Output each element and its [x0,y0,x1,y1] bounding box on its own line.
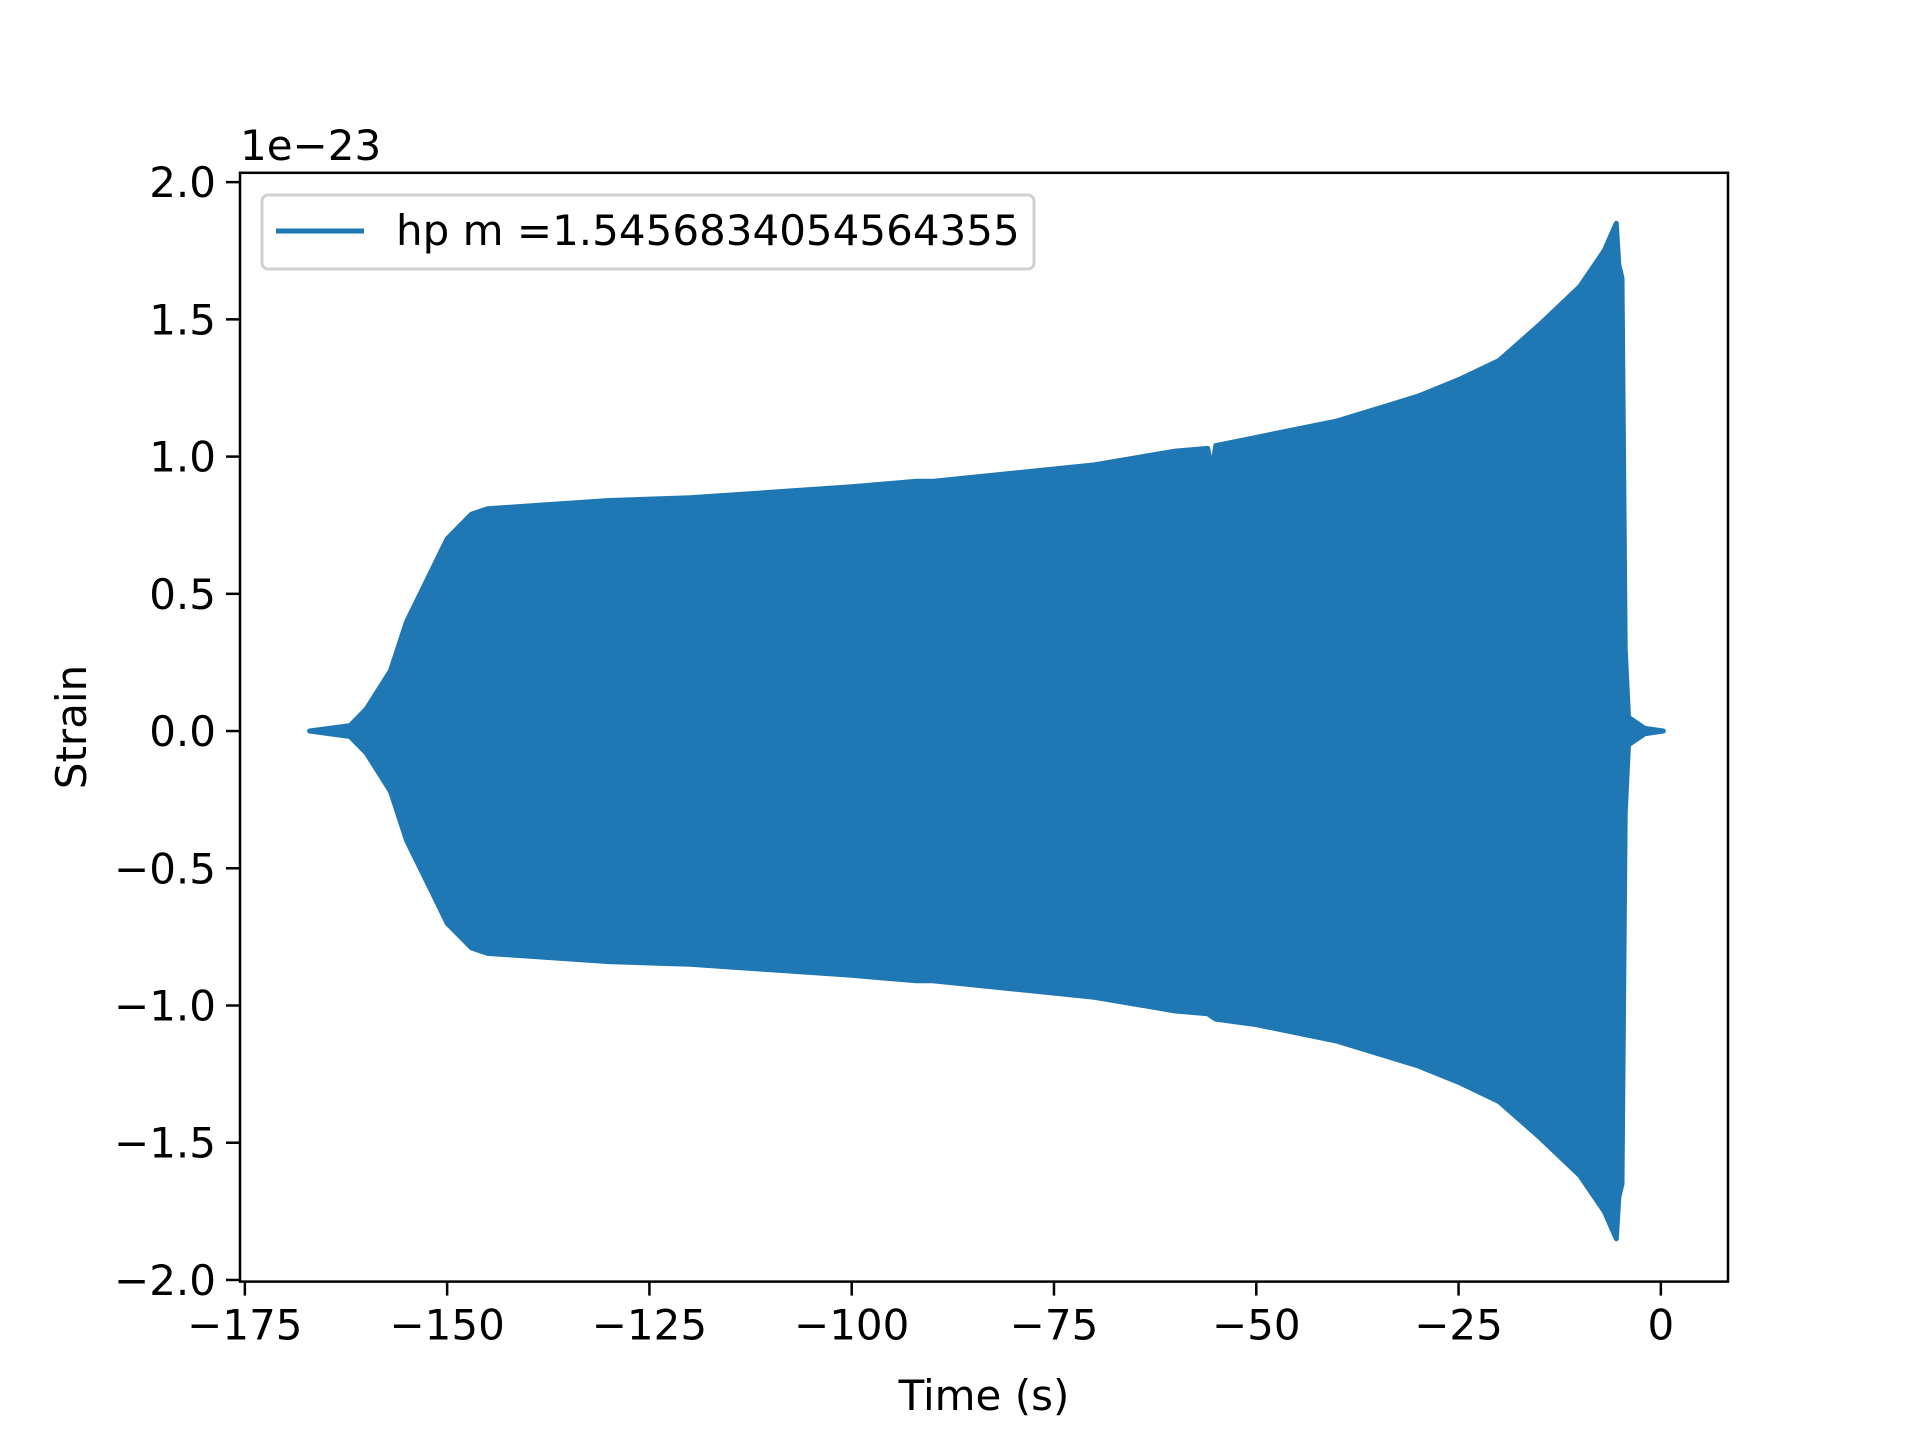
y-tick-label: 0.5 [149,570,216,619]
y-axis-label: Strain [47,665,96,789]
y-tick-label: 0.0 [149,707,216,756]
y-tick-label: 1.5 [149,295,216,344]
plot-area [307,220,1666,1242]
x-tick-label: −50 [1212,1301,1301,1350]
x-tick-label: −175 [187,1301,302,1350]
legend-box [260,193,1036,271]
x-tick-label: −75 [1010,1301,1099,1350]
series-hp-waveform [307,220,1666,1242]
legend: hp m =1.5456834054564355 [260,193,1036,271]
y-tick-label: 1.0 [149,433,216,482]
y-offset-label: 1e−23 [240,121,381,170]
x-tick-label: −125 [592,1301,707,1350]
axes-frame [238,171,1730,1283]
y-tick-label: −0.5 [114,844,216,893]
x-tick-label: −25 [1414,1301,1503,1350]
x-tick-label: 0 [1647,1301,1674,1350]
x-tick-label: −100 [794,1301,909,1350]
y-axis: 2.0 1.5 1.0 0.5 0.0 −0.5 −1.0 −1.5 −2.0 [114,158,240,1305]
x-axis-label: Time (s) [898,1371,1070,1420]
legend-label: hp m =1.5456834054564355 [396,206,1020,255]
x-tick-label: −150 [389,1301,504,1350]
y-tick-label: −1.0 [114,981,216,1030]
y-tick-label: −1.5 [114,1119,216,1168]
y-tick-label: 2.0 [149,158,216,207]
x-axis: −175 −150 −125 −100 −75 −50 −25 0 [187,1281,1674,1350]
y-tick-label: −2.0 [114,1256,216,1305]
